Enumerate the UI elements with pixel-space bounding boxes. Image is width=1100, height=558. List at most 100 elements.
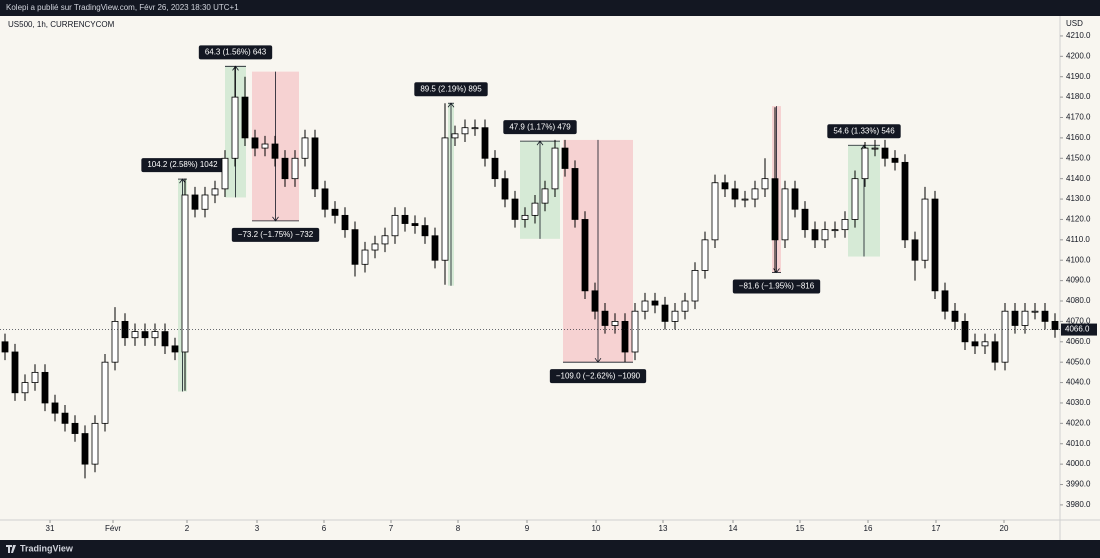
candle-body <box>951 310 959 322</box>
candle-body <box>361 249 369 265</box>
candle-body <box>1011 310 1019 326</box>
measure-label: −73.2 (−1.75%) −732 <box>238 230 314 239</box>
y-tick-label: 4180.0 <box>1066 92 1091 101</box>
candle-body <box>91 422 99 465</box>
candle-body <box>21 382 29 394</box>
y-tick-label: 4000.0 <box>1066 459 1091 468</box>
measure-label: −109.0 (−2.62%) −1090 <box>556 371 641 380</box>
measure-label-bg <box>198 45 273 60</box>
x-tick-label: 6 <box>322 524 327 533</box>
candle-body <box>661 304 669 322</box>
candle-body <box>771 178 779 241</box>
candle-body <box>711 182 719 241</box>
candle-body <box>781 188 789 241</box>
candle-body <box>961 321 969 343</box>
candle-body <box>161 331 169 347</box>
candle-body <box>491 157 499 180</box>
candle-body <box>871 147 879 150</box>
candle-body <box>581 219 589 292</box>
y-unit: USD <box>1066 19 1083 28</box>
candle-body <box>221 157 229 190</box>
x-tick-label: 31 <box>46 524 55 533</box>
candle-body <box>301 137 309 159</box>
candle-body <box>681 300 689 312</box>
candle-body <box>521 214 529 220</box>
y-tick-label: 4070.0 <box>1066 317 1091 326</box>
candle-body <box>391 214 399 237</box>
candle-body <box>731 188 739 200</box>
y-tick-label: 4060.0 <box>1066 337 1091 346</box>
candle-body <box>931 198 939 292</box>
y-tick-label: 4170.0 <box>1066 113 1091 122</box>
candle-body <box>1041 310 1049 322</box>
y-tick-label: 3980.0 <box>1066 500 1091 509</box>
candle-body <box>81 433 89 465</box>
candle-body <box>241 96 249 139</box>
candle-body <box>71 422 79 434</box>
candle-body <box>801 208 809 231</box>
candle-body <box>611 321 619 326</box>
candle-body <box>981 341 989 347</box>
candle-body <box>131 331 139 339</box>
y-tick-label: 4090.0 <box>1066 276 1091 285</box>
candle-body <box>721 182 729 190</box>
x-tick-label: 3 <box>255 524 260 533</box>
measure-arrowhead <box>447 102 455 108</box>
candle-body <box>291 157 299 180</box>
candle-body <box>1051 321 1059 330</box>
measure-label-bg <box>414 82 488 97</box>
candle-body <box>691 270 699 302</box>
candle-body <box>821 229 829 241</box>
candle-body <box>401 214 409 224</box>
candle-body <box>511 198 519 220</box>
candle-body <box>431 235 439 261</box>
measure-arrowhead <box>232 65 239 71</box>
y-tick-label: 4150.0 <box>1066 153 1091 162</box>
x-tick-label: 15 <box>796 524 805 533</box>
candle-body <box>571 168 579 220</box>
measure-label: 54.6 (1.33%) 546 <box>833 126 895 135</box>
candle-body <box>601 310 609 326</box>
candle-body <box>741 198 749 201</box>
logo <box>6 545 16 553</box>
candle-body <box>421 225 429 237</box>
candle-body <box>641 300 649 312</box>
candle-body <box>671 310 679 322</box>
candle-body <box>831 229 839 232</box>
x-tick-label: 2 <box>185 524 190 533</box>
candle-body <box>651 300 659 306</box>
measure-label: 104.2 (2.58%) 1042 <box>147 160 218 169</box>
candle-body <box>381 235 389 245</box>
measure-arrowhead <box>272 216 279 222</box>
candle-body <box>351 229 359 265</box>
candle-body <box>1031 310 1039 313</box>
measure-label-bg <box>141 158 224 173</box>
y-tick-label: 4160.0 <box>1066 133 1091 142</box>
candle-body <box>751 188 759 200</box>
measure-label-bg <box>827 124 901 139</box>
header-text: Kolepi a publié sur TradingView.com, Fév… <box>6 3 239 12</box>
y-tick-label: 4100.0 <box>1066 255 1091 264</box>
last-price-label: 4066.0 <box>1065 325 1090 334</box>
y-tick-label: 4140.0 <box>1066 174 1091 183</box>
y-tick-label: 4010.0 <box>1066 439 1091 448</box>
measure-arrowhead <box>594 357 602 363</box>
candle-body <box>211 188 219 196</box>
candle-body <box>41 371 49 404</box>
candle-body <box>761 178 769 190</box>
measure-label: −81.6 (−1.95%) −816 <box>739 282 815 291</box>
measure-label-bg <box>549 369 647 384</box>
symbol: US500, 1h, CURRENCYCOM <box>8 20 115 29</box>
footer-text: TradingView <box>20 543 74 553</box>
y-tick-label: 4110.0 <box>1066 235 1090 244</box>
x-tick-label: 16 <box>864 524 873 533</box>
candle-body <box>841 219 849 231</box>
y-tick-label: 4130.0 <box>1066 194 1091 203</box>
candle-body <box>231 96 239 159</box>
candle-body <box>101 361 109 424</box>
candle-body <box>31 371 39 383</box>
candle-body <box>321 188 329 210</box>
candle-body <box>371 243 379 251</box>
